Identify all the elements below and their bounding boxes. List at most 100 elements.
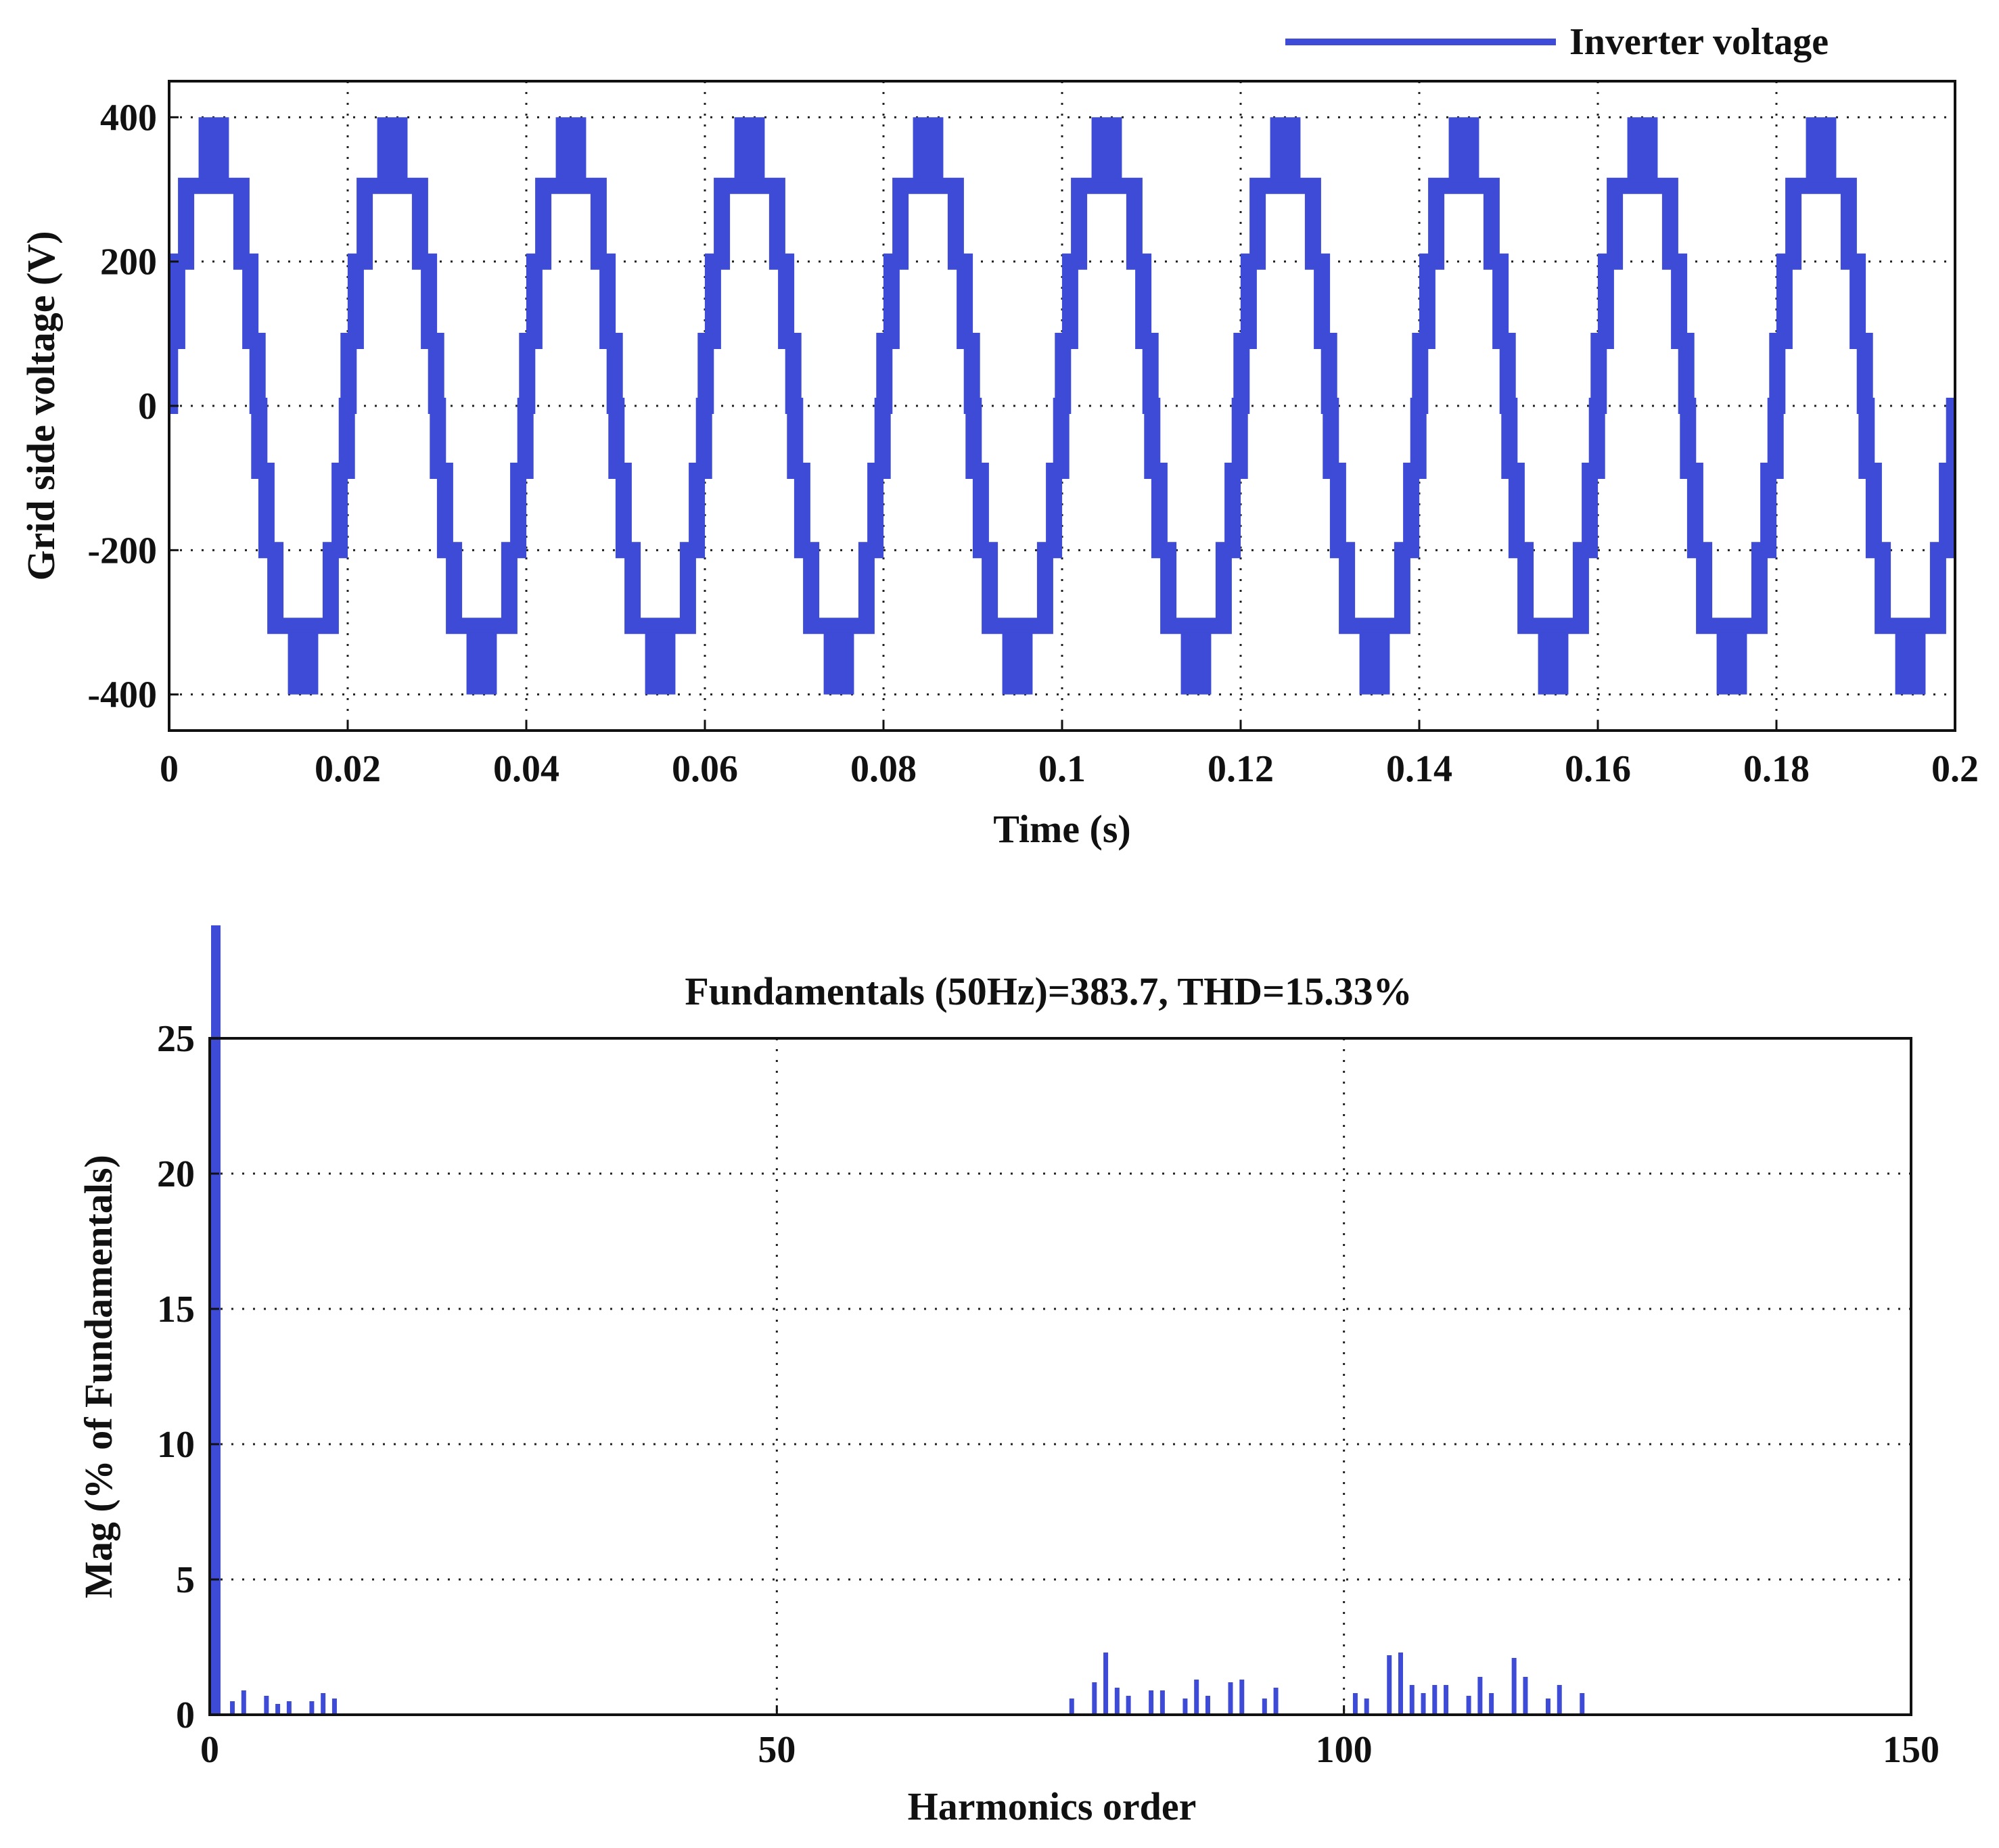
harmonic-bar xyxy=(1364,1699,1369,1715)
harmonic-bar xyxy=(1352,1693,1358,1715)
harmonic-bar xyxy=(1557,1685,1562,1715)
y-tick-label: 0 xyxy=(176,1694,195,1736)
harmonics-chart: Fundamentals (50Hz)=383.7, THD=15.33% 0 5… xyxy=(76,925,1939,1828)
fundamental-bar xyxy=(211,925,221,1715)
harmonic-bar xyxy=(1262,1699,1267,1715)
harmonic-bar xyxy=(1432,1685,1438,1715)
harmonic-bar xyxy=(1092,1682,1097,1715)
voltage-chart-y-ticks: -400 -200 0 200 400 xyxy=(87,97,179,716)
harmonics-chart-x-label: Harmonics order xyxy=(908,1784,1197,1828)
peak-pwm-block xyxy=(913,117,944,183)
harmonic-bar xyxy=(1182,1699,1188,1715)
voltage-chart-y-label: Grid side voltage (V) xyxy=(19,231,63,580)
peak-pwm-block xyxy=(1180,629,1212,695)
harmonic-bar xyxy=(1205,1696,1210,1715)
harmonic-bar xyxy=(1239,1680,1245,1715)
peak-pwm-block xyxy=(1270,117,1301,183)
harmonic-bar xyxy=(1149,1690,1154,1715)
x-tick-label: 0.02 xyxy=(315,748,381,790)
harmonics-chart-x-ticks: 0 50 100 150 xyxy=(200,1705,1939,1771)
y-tick-label: -200 xyxy=(87,530,157,572)
peak-pwm-block xyxy=(1895,629,1926,695)
y-tick-label: 400 xyxy=(100,97,157,139)
harmonic-bar xyxy=(1466,1696,1471,1715)
harmonics-bars xyxy=(211,925,1585,1715)
x-tick-label: 150 xyxy=(1883,1729,1939,1771)
x-tick-label: 0.12 xyxy=(1208,748,1274,790)
harmonic-bar xyxy=(1421,1693,1426,1715)
x-tick-label: 0.2 xyxy=(1931,748,1979,790)
harmonic-bar xyxy=(1477,1677,1483,1715)
x-tick-label: 0 xyxy=(160,748,179,790)
harmonic-bar xyxy=(264,1696,269,1715)
x-tick-label: 100 xyxy=(1316,1729,1373,1771)
y-tick-label: 25 xyxy=(157,1018,195,1060)
x-tick-label: 0.14 xyxy=(1386,748,1452,790)
y-tick-label: 0 xyxy=(138,386,157,428)
inverter-voltage-series xyxy=(169,117,1955,695)
harmonic-bar xyxy=(1398,1653,1403,1715)
peak-pwm-block xyxy=(1002,629,1033,695)
x-tick-label: 0.1 xyxy=(1038,748,1086,790)
y-tick-label: 15 xyxy=(157,1289,195,1331)
peak-pwm-block xyxy=(555,117,587,183)
harmonic-bar xyxy=(1159,1690,1165,1715)
harmonic-bar xyxy=(1103,1653,1109,1715)
x-tick-label: 0 xyxy=(200,1729,219,1771)
harmonic-bar xyxy=(1194,1680,1199,1715)
peak-pwm-block xyxy=(1627,117,1658,183)
peak-pwm-block xyxy=(288,629,319,695)
harmonic-bar xyxy=(1511,1658,1517,1715)
harmonic-bar xyxy=(1489,1693,1494,1715)
harmonic-bar xyxy=(1580,1693,1585,1715)
harmonics-chart-y-label: Mag (% of Fundamentals) xyxy=(76,1155,120,1598)
x-tick-label: 0.04 xyxy=(493,748,559,790)
harmonic-bar xyxy=(1545,1699,1550,1715)
harmonics-chart-grid xyxy=(210,1038,1911,1715)
harmonic-bar xyxy=(1273,1688,1279,1715)
voltage-chart-x-ticks: 0 0.02 0.04 0.06 0.08 0.1 0.12 0.14 0.16 0.18 0.2 xyxy=(160,721,1979,790)
legend-label: Inverter voltage xyxy=(1569,21,1829,63)
peak-pwm-block xyxy=(645,629,676,695)
peak-pwm-block xyxy=(823,629,854,695)
x-tick-label: 0.16 xyxy=(1565,748,1631,790)
harmonic-bar xyxy=(331,1699,337,1715)
harmonic-bar xyxy=(1523,1677,1528,1715)
legend: Inverter voltage xyxy=(1285,21,1829,63)
peak-pwm-block xyxy=(377,117,408,183)
peak-pwm-block xyxy=(1806,117,1837,183)
voltage-chart: 0 0.02 0.04 0.06 0.08 0.1 0.12 0.14 0.16 0.18 0.2 … xyxy=(19,21,1979,851)
voltage-chart-x-label: Time (s) xyxy=(993,807,1131,851)
x-tick-label: 50 xyxy=(758,1729,796,1771)
harmonic-bar xyxy=(230,1701,235,1715)
harmonic-bar xyxy=(321,1693,326,1715)
harmonic-bar xyxy=(309,1701,315,1715)
peak-pwm-block xyxy=(1716,629,1747,695)
harmonics-chart-frame xyxy=(208,1037,1912,1716)
peak-pwm-block xyxy=(1538,629,1569,695)
y-tick-label: 10 xyxy=(157,1424,195,1466)
peak-pwm-block xyxy=(1448,117,1479,183)
peak-pwm-block xyxy=(198,117,229,183)
harmonic-bar xyxy=(241,1690,246,1715)
harmonic-bar xyxy=(1409,1685,1415,1715)
y-tick-label: -400 xyxy=(87,674,157,716)
harmonic-bar xyxy=(1114,1688,1120,1715)
y-tick-label: 200 xyxy=(100,241,157,283)
harmonic-bar xyxy=(275,1704,281,1715)
harmonic-bar xyxy=(1444,1685,1449,1715)
x-tick-label: 0.18 xyxy=(1743,748,1810,790)
harmonic-bar xyxy=(1228,1682,1233,1715)
peak-pwm-block xyxy=(1359,629,1390,695)
harmonic-bar xyxy=(286,1701,292,1715)
x-tick-label: 0.08 xyxy=(850,748,917,790)
harmonics-chart-y-ticks: 0 5 10 15 20 25 xyxy=(157,1018,219,1736)
harmonic-bar xyxy=(1069,1699,1074,1715)
harmonic-bar xyxy=(1126,1696,1131,1715)
harmonics-chart-title: Fundamentals (50Hz)=383.7, THD=15.33% xyxy=(685,969,1412,1013)
y-tick-label: 20 xyxy=(157,1153,195,1195)
peak-pwm-block xyxy=(466,629,497,695)
peak-pwm-block xyxy=(1091,117,1122,183)
y-tick-label: 5 xyxy=(176,1559,195,1601)
